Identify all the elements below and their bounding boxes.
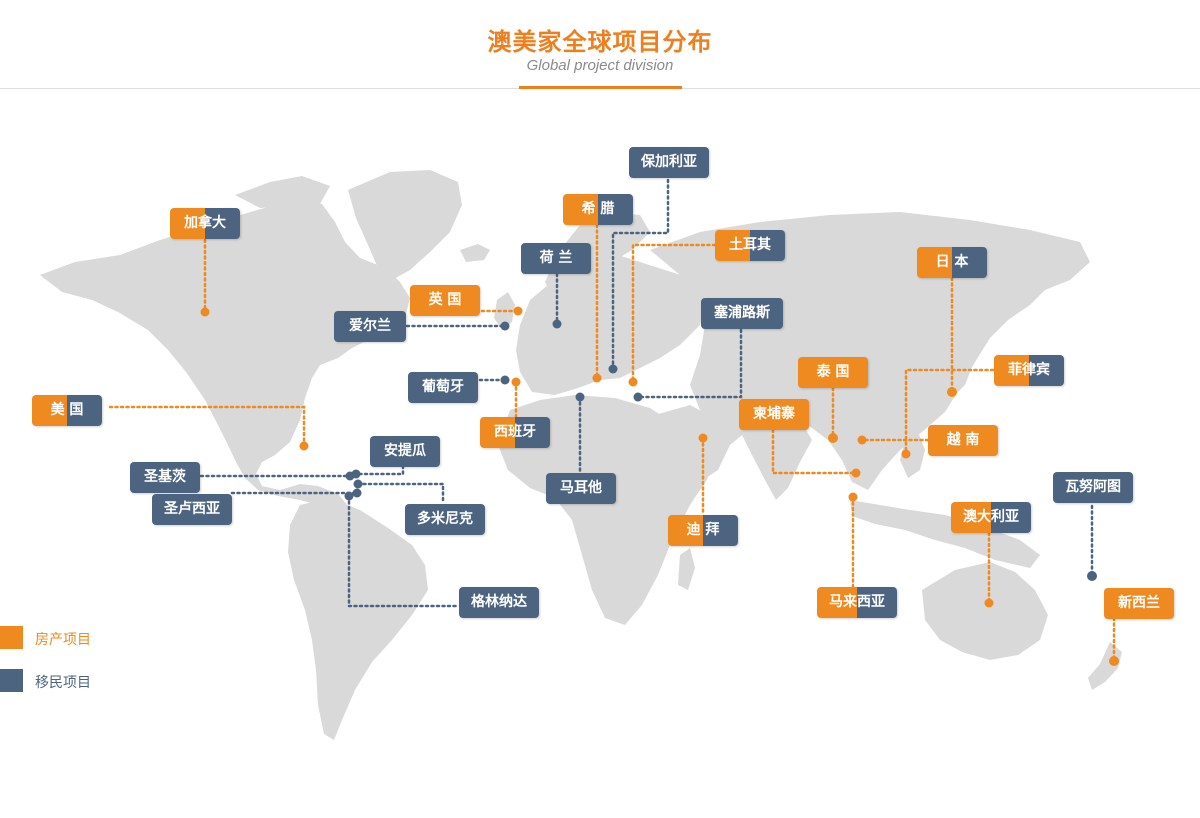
connector-grenada bbox=[347, 494, 460, 608]
legend-immigration-label: 移民项目 bbox=[35, 675, 91, 691]
label-ireland[interactable]: 爱尔兰 bbox=[334, 311, 406, 342]
connector-cyprus bbox=[636, 328, 743, 399]
connector-lines bbox=[108, 178, 1116, 663]
label-netherlands[interactable]: 荷 兰 bbox=[521, 243, 591, 274]
dot-st-lucia bbox=[352, 488, 362, 498]
arctic-islands-land bbox=[235, 176, 330, 208]
label-st-lucia[interactable]: 圣卢西亚 bbox=[152, 494, 232, 525]
label-portugal[interactable]: 葡萄牙 bbox=[408, 372, 478, 403]
europe-land bbox=[516, 255, 705, 395]
label-usa[interactable]: 美 国 bbox=[32, 395, 102, 426]
connector-antigua bbox=[354, 464, 405, 476]
legend-property-label: 房产项目 bbox=[35, 632, 91, 648]
label-uk[interactable]: 英 国 bbox=[410, 285, 480, 316]
label-vanuatu[interactable]: 瓦努阿图 bbox=[1053, 472, 1133, 503]
dot-malta bbox=[575, 392, 585, 402]
africa-land bbox=[498, 395, 708, 625]
madagascar-land bbox=[678, 548, 695, 590]
label-vietnam[interactable]: 越 南 bbox=[928, 425, 998, 456]
dot-new-zealand bbox=[1109, 656, 1119, 666]
dot-philippines bbox=[901, 449, 911, 459]
label-grenada[interactable]: 格林纳达 bbox=[459, 587, 539, 618]
legend-property-swatch bbox=[0, 626, 23, 649]
label-japan[interactable]: 日 本 bbox=[917, 247, 987, 278]
dot-grenada bbox=[344, 491, 354, 501]
dot-st-kitts bbox=[345, 471, 355, 481]
land-masses bbox=[40, 170, 1122, 740]
connector-bulgaria bbox=[611, 178, 670, 371]
label-dubai[interactable]: 迪 拜 bbox=[668, 515, 738, 546]
label-cambodia[interactable]: 柬埔寨 bbox=[739, 399, 809, 430]
dot-greece bbox=[592, 373, 602, 383]
dot-turkey bbox=[628, 377, 638, 387]
label-philippines[interactable]: 菲律宾 bbox=[994, 355, 1064, 386]
page-subtitle: Global project division bbox=[526, 57, 674, 74]
iceland-land bbox=[460, 244, 490, 262]
legend-immigration-swatch bbox=[0, 669, 23, 692]
dot-thailand bbox=[828, 433, 838, 443]
australia-land bbox=[922, 562, 1048, 660]
dot-bulgaria bbox=[608, 364, 618, 374]
label-cyprus[interactable]: 塞浦路斯 bbox=[701, 298, 783, 329]
dot-dubai bbox=[698, 433, 708, 443]
dot-malaysia bbox=[848, 492, 858, 502]
dot-vietnam bbox=[857, 435, 867, 445]
header-accent-bar bbox=[519, 86, 682, 89]
dot-netherlands bbox=[552, 319, 562, 329]
connector-usa bbox=[108, 405, 306, 448]
label-malta[interactable]: 马耳他 bbox=[546, 473, 616, 504]
south-america-land bbox=[288, 498, 428, 740]
label-spain[interactable]: 西班牙 bbox=[480, 417, 550, 448]
new-zealand-land bbox=[1088, 642, 1122, 690]
label-bulgaria[interactable]: 保加利亚 bbox=[629, 147, 709, 178]
dot-dominica bbox=[353, 479, 363, 489]
dot-japan bbox=[947, 387, 957, 397]
dot-ireland bbox=[500, 321, 510, 331]
southeast-asia-islands-land bbox=[850, 500, 1040, 568]
dot-spain bbox=[511, 377, 521, 387]
japan-land bbox=[948, 330, 978, 395]
india-land bbox=[742, 414, 812, 500]
label-australia[interactable]: 澳大利亚 bbox=[951, 502, 1031, 533]
dot-canada bbox=[200, 307, 210, 317]
dot-cyprus bbox=[633, 392, 643, 402]
connector-turkey bbox=[631, 243, 717, 384]
dot-cambodia bbox=[851, 468, 861, 478]
label-thailand[interactable]: 泰 国 bbox=[798, 357, 868, 388]
connector-dominica bbox=[356, 482, 445, 505]
dot-uk bbox=[513, 306, 523, 316]
connector-cambodia bbox=[771, 428, 858, 475]
label-greece[interactable]: 希 腊 bbox=[563, 194, 633, 225]
label-canada[interactable]: 加拿大 bbox=[170, 208, 240, 239]
label-new-zealand[interactable]: 新西兰 bbox=[1104, 588, 1174, 619]
dot-australia bbox=[984, 598, 994, 608]
greenland-land bbox=[348, 170, 462, 280]
asia-land bbox=[650, 212, 1090, 490]
label-antigua[interactable]: 安提瓜 bbox=[370, 436, 440, 467]
page-header: 澳美家全球项目分布 Global project division bbox=[0, 0, 1200, 90]
label-malaysia[interactable]: 马来西亚 bbox=[817, 587, 897, 618]
north-america-land bbox=[40, 200, 410, 514]
label-dominica[interactable]: 多米尼克 bbox=[405, 504, 485, 535]
page-title: 澳美家全球项目分布 bbox=[487, 28, 713, 56]
connector-philippines bbox=[904, 368, 995, 456]
dot-vanuatu bbox=[1087, 571, 1097, 581]
dot-usa bbox=[299, 441, 309, 451]
label-turkey[interactable]: 土耳其 bbox=[715, 230, 785, 261]
location-dots bbox=[200, 306, 1119, 666]
label-st-kitts[interactable]: 圣基茨 bbox=[130, 462, 200, 493]
dot-portugal bbox=[500, 375, 510, 385]
